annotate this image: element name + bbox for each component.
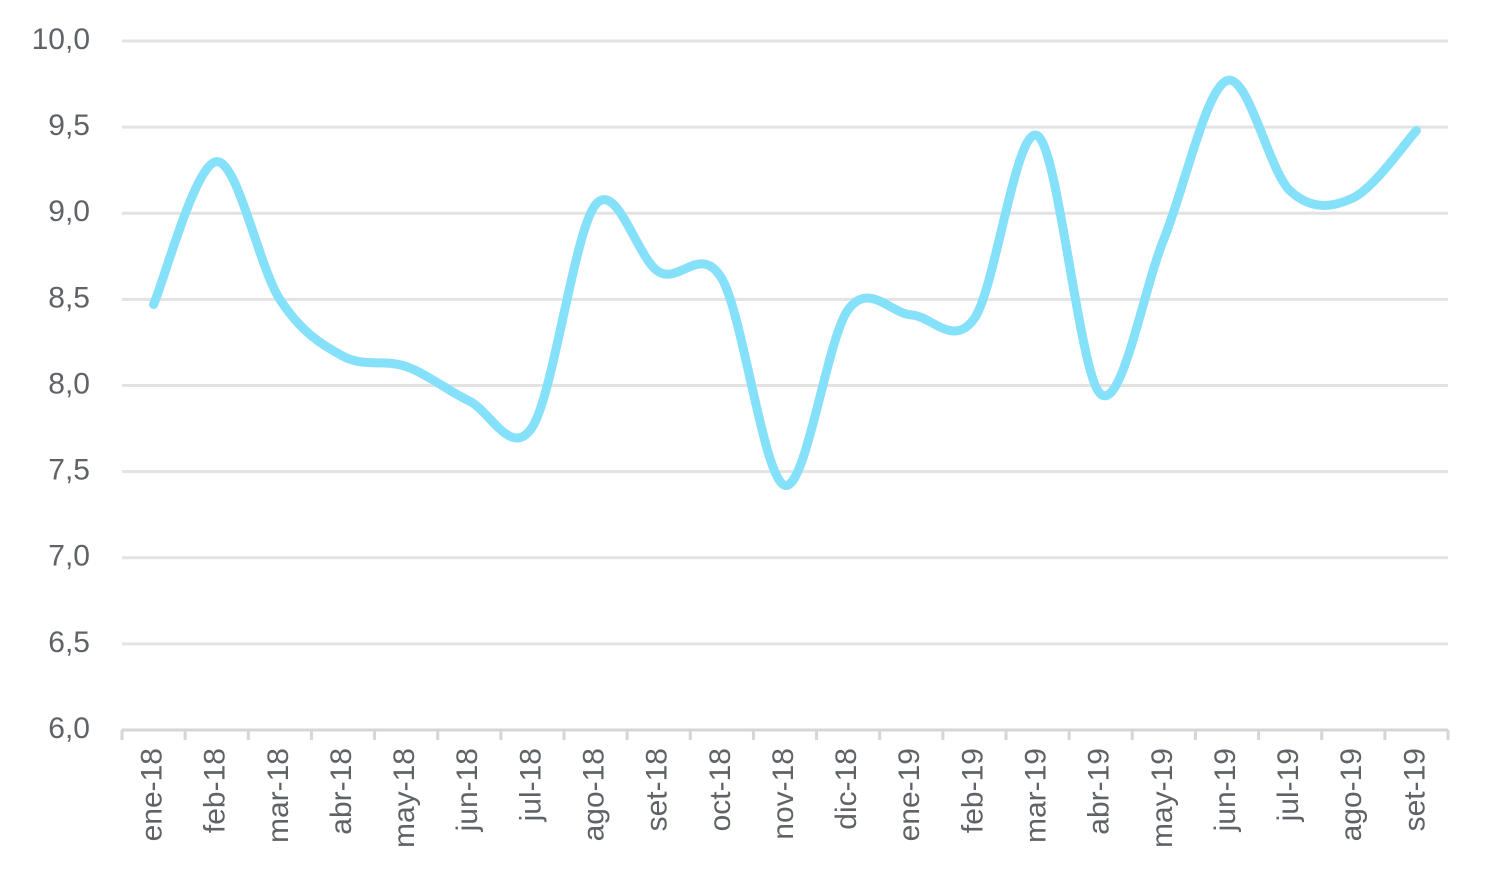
x-tick-label: jun-18: [451, 748, 484, 832]
x-tick-label: jul-18: [514, 748, 547, 822]
x-tick-label: oct-18: [704, 748, 737, 831]
y-tick-label: 6,0: [48, 712, 90, 745]
y-tick-label: 7,0: [48, 540, 90, 573]
series-line: [149, 76, 1421, 490]
x-tick-label: ene-18: [135, 748, 168, 841]
y-tick-label: 6,5: [48, 626, 90, 659]
y-tick-label: 8,0: [48, 367, 90, 400]
x-tick-label: jul-19: [1272, 748, 1305, 822]
x-tick-label: abr-18: [325, 748, 358, 835]
x-tick-label: may-19: [1146, 748, 1179, 848]
x-tick-label: feb-19: [956, 748, 989, 833]
x-tick-label: may-18: [388, 748, 421, 848]
y-tick-label: 9,0: [48, 195, 90, 228]
x-tick-label: set-19: [1398, 748, 1431, 831]
x-tick-label: set-18: [641, 748, 674, 831]
gridlines: [122, 39, 1448, 646]
x-tick-label: ene-19: [893, 748, 926, 841]
x-tick-label: ago-18: [577, 748, 610, 841]
y-tick-label: 10,0: [32, 23, 90, 56]
x-tick-label: mar-18: [262, 748, 295, 843]
x-tick-label: mar-19: [1019, 748, 1052, 843]
x-axis-tick-labels: ene-18 feb-18 mar-18 abr-18 may-18 jun-18 jul-…: [135, 748, 1431, 848]
series: [149, 76, 1421, 490]
x-tick-label: dic-18: [830, 748, 863, 830]
y-tick-label: 7,5: [48, 454, 90, 487]
y-axis-tick-labels: 6,0 6,5 7,0 7,5 8,0 8,5 9,0 9,5 10,0: [32, 23, 90, 745]
y-tick-label: 8,5: [48, 281, 90, 314]
x-tick-label: nov-18: [767, 748, 800, 840]
x-tick-label: ago-19: [1335, 748, 1368, 841]
y-tick-label: 9,5: [48, 109, 90, 142]
x-tick-label: feb-18: [199, 748, 232, 833]
x-tick-label: jun-19: [1209, 748, 1242, 832]
x-tick-label: abr-19: [1083, 748, 1116, 835]
x-axis: [120, 728, 1450, 740]
